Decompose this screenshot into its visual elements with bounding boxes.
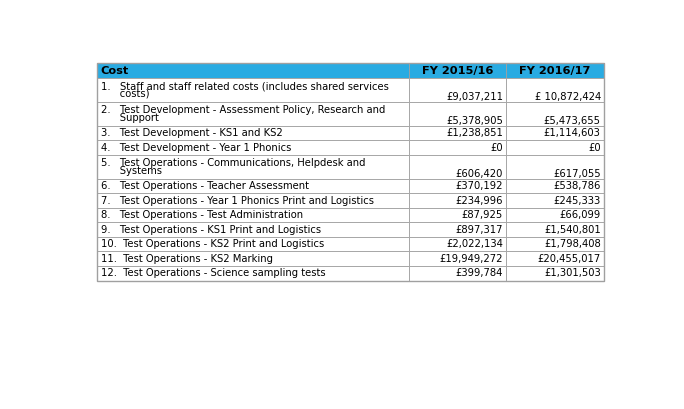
- Text: 6.   Test Operations - Teacher Assessment: 6. Test Operations - Teacher Assessment: [101, 181, 309, 191]
- Bar: [409, 78, 506, 102]
- Text: Cost: Cost: [101, 65, 129, 76]
- Text: costs): costs): [101, 89, 149, 99]
- Text: £1,114,603: £1,114,603: [544, 128, 601, 138]
- Bar: [97, 78, 409, 102]
- Text: £87,925: £87,925: [462, 210, 503, 220]
- Text: Systems: Systems: [101, 166, 162, 175]
- Text: £399,784: £399,784: [456, 268, 503, 278]
- Text: £5,378,905: £5,378,905: [446, 116, 503, 126]
- Bar: [97, 222, 409, 237]
- Text: Support: Support: [101, 112, 159, 123]
- Text: 7.   Test Operations - Year 1 Phonics Print and Logistics: 7. Test Operations - Year 1 Phonics Prin…: [101, 196, 374, 206]
- Text: £5,473,655: £5,473,655: [544, 116, 601, 126]
- Bar: [506, 252, 604, 266]
- Bar: [97, 237, 409, 252]
- Bar: [409, 63, 506, 78]
- Text: £ 10,872,424: £ 10,872,424: [534, 92, 601, 102]
- Text: 2.   Test Development - Assessment Policy, Research and: 2. Test Development - Assessment Policy,…: [101, 106, 385, 115]
- Text: 10.  Test Operations - KS2 Print and Logistics: 10. Test Operations - KS2 Print and Logi…: [101, 239, 324, 249]
- Text: £1,798,408: £1,798,408: [544, 239, 601, 249]
- Bar: [506, 222, 604, 237]
- Bar: [97, 155, 409, 179]
- Bar: [97, 63, 409, 78]
- Text: 1.   Staff and staff related costs (includes shared services: 1. Staff and staff related costs (includ…: [101, 81, 389, 92]
- Bar: [409, 155, 506, 179]
- Bar: [409, 126, 506, 140]
- Bar: [506, 179, 604, 193]
- Text: £1,238,851: £1,238,851: [446, 128, 503, 138]
- Text: £0: £0: [588, 143, 601, 153]
- Bar: [506, 126, 604, 140]
- Bar: [409, 252, 506, 266]
- Text: £234,996: £234,996: [456, 196, 503, 206]
- Bar: [506, 140, 604, 155]
- Bar: [97, 266, 409, 281]
- Text: £1,540,801: £1,540,801: [544, 225, 601, 235]
- Bar: [409, 222, 506, 237]
- Text: £9,037,211: £9,037,211: [446, 92, 503, 102]
- Text: 11.  Test Operations - KS2 Marking: 11. Test Operations - KS2 Marking: [101, 254, 273, 264]
- Bar: [409, 102, 506, 126]
- Text: £606,420: £606,420: [456, 169, 503, 179]
- Text: FY 2015/16: FY 2015/16: [422, 65, 493, 76]
- Text: FY 2016/17: FY 2016/17: [519, 65, 591, 76]
- Bar: [97, 179, 409, 193]
- Text: £20,455,017: £20,455,017: [538, 254, 601, 264]
- Bar: [506, 237, 604, 252]
- Bar: [409, 179, 506, 193]
- Bar: [97, 102, 409, 126]
- Text: £66,099: £66,099: [560, 210, 601, 220]
- Bar: [97, 126, 409, 140]
- Text: 4.   Test Development - Year 1 Phonics: 4. Test Development - Year 1 Phonics: [101, 143, 291, 153]
- Bar: [506, 208, 604, 222]
- Bar: [506, 63, 604, 78]
- Bar: [409, 193, 506, 208]
- Text: £538,786: £538,786: [553, 181, 601, 191]
- Text: £19,949,272: £19,949,272: [439, 254, 503, 264]
- Bar: [97, 193, 409, 208]
- Bar: [409, 266, 506, 281]
- Text: £245,333: £245,333: [553, 196, 601, 206]
- Text: 9.   Test Operations - KS1 Print and Logistics: 9. Test Operations - KS1 Print and Logis…: [101, 225, 321, 235]
- Text: 8.   Test Operations - Test Administration: 8. Test Operations - Test Administration: [101, 210, 303, 220]
- Text: £2,022,134: £2,022,134: [446, 239, 503, 249]
- Bar: [97, 140, 409, 155]
- Bar: [97, 63, 604, 281]
- Bar: [409, 208, 506, 222]
- Text: 5.   Test Operations - Communications, Helpdesk and: 5. Test Operations - Communications, Hel…: [101, 158, 365, 169]
- Text: £0: £0: [490, 143, 503, 153]
- Bar: [97, 208, 409, 222]
- Text: £617,055: £617,055: [553, 169, 601, 179]
- Bar: [506, 78, 604, 102]
- Bar: [506, 102, 604, 126]
- Text: £1,301,503: £1,301,503: [544, 268, 601, 278]
- Bar: [409, 140, 506, 155]
- Bar: [506, 155, 604, 179]
- Text: 3.   Test Development - KS1 and KS2: 3. Test Development - KS1 and KS2: [101, 128, 282, 138]
- Bar: [409, 237, 506, 252]
- Text: £897,317: £897,317: [456, 225, 503, 235]
- Text: 12.  Test Operations - Science sampling tests: 12. Test Operations - Science sampling t…: [101, 268, 326, 278]
- Bar: [506, 193, 604, 208]
- Bar: [506, 266, 604, 281]
- Bar: [97, 252, 409, 266]
- Text: £370,192: £370,192: [456, 181, 503, 191]
